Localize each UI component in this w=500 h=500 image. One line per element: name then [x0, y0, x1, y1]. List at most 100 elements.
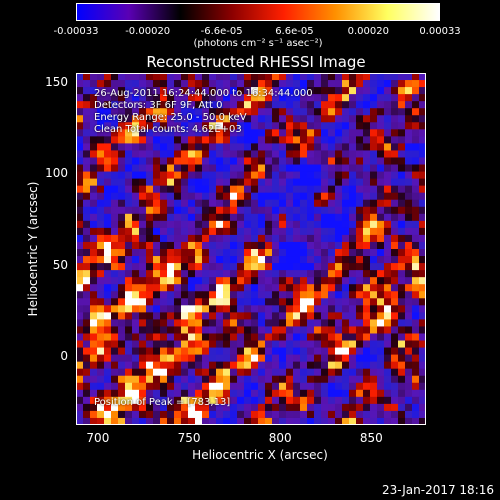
- heatmap-cell: [209, 361, 217, 370]
- heatmap-cell: [216, 101, 224, 109]
- heatmap-cell: [244, 361, 252, 370]
- heatmap-cell: [153, 227, 161, 236]
- heatmap-cell: [132, 108, 140, 116]
- heatmap-cell: [307, 410, 315, 419]
- heatmap-cell: [314, 263, 322, 271]
- heatmap-cell: [174, 164, 182, 172]
- heatmap-cell: [209, 284, 217, 292]
- heatmap-cell: [258, 80, 266, 88]
- heatmap-cell: [405, 410, 413, 419]
- heatmap-cell: [293, 298, 301, 306]
- heatmap-cell: [125, 249, 133, 257]
- heatmap-cell: [153, 417, 161, 425]
- heatmap-cell: [405, 136, 413, 144]
- heatmap-cell: [244, 234, 252, 243]
- heatmap-cell: [293, 333, 301, 341]
- heatmap-cell: [181, 361, 189, 370]
- heatmap-cell: [314, 157, 322, 165]
- heatmap-cell: [83, 256, 91, 264]
- heatmap-cell: [132, 129, 140, 137]
- heatmap-cell: [209, 389, 217, 398]
- heatmap-cell: [244, 284, 252, 292]
- heatmap-cell: [188, 101, 196, 109]
- heatmap-cell: [111, 256, 119, 264]
- heatmap-cell: [230, 305, 238, 313]
- heatmap-cell: [118, 178, 126, 187]
- heatmap-cell: [377, 87, 385, 95]
- heatmap-cell: [342, 80, 350, 88]
- heatmap-cell: [349, 347, 357, 355]
- heatmap-cell: [125, 101, 133, 109]
- heatmap-cell: [286, 227, 294, 236]
- heatmap-cell: [398, 305, 406, 313]
- heatmap-cell: [258, 234, 266, 243]
- heatmap-cell: [251, 354, 259, 363]
- heatmap-cell: [202, 312, 210, 320]
- heatmap-cell: [160, 354, 168, 363]
- heatmap-cell: [230, 347, 238, 355]
- heatmap-cell: [272, 284, 280, 292]
- heatmap-cell: [412, 410, 420, 419]
- heatmap-cell: [286, 234, 294, 243]
- heatmap-cell: [370, 270, 378, 278]
- heatmap-cell: [286, 291, 294, 299]
- heatmap-cell: [307, 199, 315, 208]
- heatmap-cell: [307, 206, 315, 215]
- heatmap-cell: [118, 263, 126, 271]
- heatmap-cell: [237, 263, 245, 271]
- heatmap-cell: [398, 220, 406, 229]
- heatmap-cell: [230, 368, 238, 377]
- heatmap-cell: [377, 312, 385, 320]
- heatmap-cell: [370, 101, 378, 109]
- heatmap-cell: [146, 410, 154, 419]
- heatmap-cell: [230, 312, 238, 320]
- heatmap-cell: [300, 291, 308, 299]
- heatmap-cell: [237, 305, 245, 313]
- heatmap-cell: [76, 213, 84, 222]
- heatmap-cell: [118, 80, 126, 88]
- heatmap-cell: [195, 417, 203, 425]
- heatmap-cell: [272, 87, 280, 95]
- heatmap-cell: [104, 389, 112, 398]
- heatmap-cell: [90, 347, 98, 355]
- heatmap-cell: [398, 150, 406, 158]
- heatmap-cell: [391, 284, 399, 292]
- heatmap-cell: [244, 157, 252, 165]
- heatmap-cell: [286, 87, 294, 95]
- heatmap-cell: [111, 108, 119, 116]
- heatmap-cell: [307, 263, 315, 271]
- heatmap-cell: [419, 115, 426, 123]
- heatmap-cell: [167, 368, 175, 377]
- heatmap-cell: [216, 178, 224, 187]
- heatmap-cell: [258, 277, 266, 285]
- heatmap-cell: [111, 291, 119, 299]
- heatmap-cell: [279, 129, 287, 137]
- heatmap-cell: [384, 199, 392, 208]
- heatmap-cell: [244, 396, 252, 405]
- heatmap-cell: [132, 185, 140, 194]
- heatmap-cell: [174, 220, 182, 229]
- heatmap-cell: [118, 94, 126, 102]
- heatmap-cell: [300, 305, 308, 313]
- heatmap-cell: [160, 136, 168, 144]
- heatmap-cell: [279, 199, 287, 208]
- heatmap-cell: [356, 213, 364, 222]
- heatmap-cell: [167, 80, 175, 88]
- heatmap-cell: [132, 256, 140, 264]
- heatmap-cell: [244, 403, 252, 412]
- heatmap-cell: [405, 368, 413, 377]
- heatmap-cell: [391, 347, 399, 355]
- heatmap-cell: [293, 220, 301, 229]
- heatmap-cell: [237, 270, 245, 278]
- heatmap-cell: [195, 178, 203, 187]
- heatmap-cell: [202, 227, 210, 236]
- heatmap-cell: [83, 150, 91, 158]
- heatmap-cell: [118, 361, 126, 370]
- heatmap-cell: [132, 389, 140, 398]
- heatmap-cell: [181, 80, 189, 88]
- heatmap-cell: [265, 319, 273, 327]
- heatmap-cell: [104, 256, 112, 264]
- heatmap-cell: [391, 185, 399, 194]
- heatmap-cell: [258, 305, 266, 313]
- heatmap-cell: [412, 101, 420, 109]
